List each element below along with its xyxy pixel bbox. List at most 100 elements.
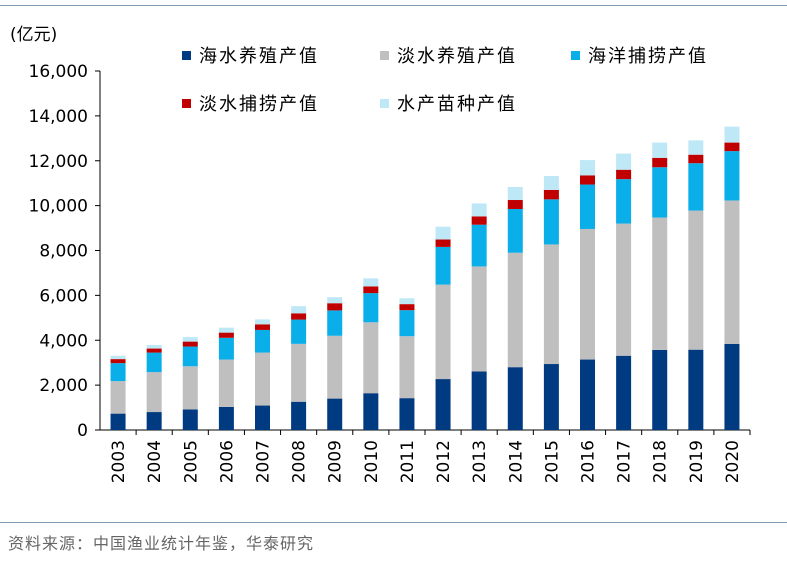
- bar-segment: [580, 160, 595, 176]
- x-tick-label: 2011: [398, 440, 418, 483]
- bar-segment: [724, 142, 740, 152]
- bar-segment: [435, 379, 451, 430]
- y-tick-label: 4,000: [39, 331, 88, 351]
- bar-segment: [363, 278, 379, 287]
- bar-segment: [363, 322, 379, 394]
- bar-segment: [327, 303, 343, 311]
- bar-segment: [182, 337, 198, 342]
- legend-item-mariculture: 海水养殖产值: [182, 42, 319, 68]
- bar-segment: [146, 412, 162, 430]
- y-tick-label: 2,000: [39, 376, 88, 396]
- bar-segment: [182, 366, 198, 410]
- legend-item-freshwater-fishing: 淡水捕捞产值: [182, 90, 319, 116]
- x-tick-label: 2019: [687, 440, 707, 483]
- x-tick-label: 2005: [181, 440, 201, 483]
- stacked-bar-chart: 0 2,000 4,000 6,000 8,000 10,000 12,000 14,000 1…: [29, 62, 751, 483]
- bar-segment: [616, 169, 632, 180]
- legend-label: 海洋捕捞产值: [588, 46, 708, 67]
- x-tick-label: 2009: [326, 440, 346, 483]
- bar-segment: [399, 336, 415, 399]
- bar-segment: [182, 409, 198, 430]
- x-tick-label: 2014: [506, 440, 526, 483]
- bottom-rule: [0, 522, 787, 523]
- bar-segment: [471, 203, 487, 217]
- bar-segment: [471, 216, 487, 225]
- bar-segment: [652, 142, 668, 158]
- bar-segment: [399, 304, 415, 311]
- bar-segment: [652, 157, 668, 168]
- bar-segment: [580, 175, 595, 185]
- bar-segment: [507, 252, 523, 368]
- bar-segment: [543, 364, 559, 430]
- x-tick-label: 2018: [651, 440, 671, 483]
- bar-segment: [255, 329, 270, 353]
- bar-segment: [435, 284, 451, 380]
- y-tick-label: 16,000: [29, 62, 88, 82]
- x-tick-label: 2013: [470, 440, 490, 483]
- bar-segment: [363, 286, 379, 294]
- top-rule: [0, 5, 787, 6]
- bar-segment: [218, 337, 234, 360]
- bar-segment: [218, 332, 234, 338]
- bar-segment: [435, 246, 451, 285]
- bar-segment: [255, 405, 270, 430]
- bar-segment: [110, 363, 126, 382]
- bar-segment: [471, 266, 487, 372]
- legend-swatch: [182, 50, 191, 60]
- bar-segment: [652, 217, 668, 350]
- bar-segment: [363, 393, 379, 430]
- legend-label: 淡水养殖产值: [397, 46, 517, 67]
- legend-label: 海水养殖产值: [199, 46, 319, 67]
- bar-segment: [218, 327, 234, 333]
- x-tick-label: 2017: [615, 440, 635, 483]
- bar-segment: [616, 153, 632, 170]
- x-tick-label: 2008: [290, 440, 310, 483]
- bar-segment: [471, 224, 487, 267]
- bar-segment: [327, 335, 343, 399]
- bar-segment: [543, 199, 559, 245]
- bar-segment: [399, 398, 415, 430]
- x-tick-label: 2015: [542, 440, 562, 483]
- bar-segment: [616, 223, 632, 356]
- bar-segment: [291, 401, 307, 430]
- bar-segment: [218, 359, 234, 407]
- x-tick-label: 2020: [723, 440, 743, 483]
- legend-item-freshwater-aquaculture: 淡水养殖产值: [380, 42, 517, 68]
- bar-segment: [652, 167, 668, 218]
- bar-segment: [255, 352, 270, 406]
- bar-segment: [580, 359, 595, 430]
- x-tick-label: 2004: [145, 440, 165, 483]
- bar-segment: [327, 398, 343, 430]
- bar-segment: [146, 344, 162, 349]
- y-tick-label: 6,000: [39, 286, 88, 306]
- bar-segment: [399, 310, 415, 337]
- bar-segment: [616, 355, 632, 430]
- bar-segment: [688, 210, 704, 350]
- bar-segment: [688, 140, 704, 155]
- x-tick-label: 2012: [434, 440, 454, 483]
- bar-segment: [543, 189, 559, 200]
- bar-segment: [327, 310, 343, 336]
- y-tick-label: 0: [77, 421, 88, 441]
- bar-segment: [255, 319, 270, 325]
- bar-segment: [110, 359, 126, 364]
- legend-swatch: [380, 50, 389, 60]
- bar-segment: [724, 151, 740, 201]
- bar-segment: [688, 154, 704, 164]
- bar-segment: [110, 413, 126, 430]
- bar-segment: [110, 381, 126, 414]
- x-tick-label: 2010: [362, 440, 382, 483]
- bar-segment: [688, 349, 704, 430]
- bar-segment: [616, 179, 632, 224]
- bar-segment: [291, 313, 307, 320]
- bar-segment: [291, 319, 307, 344]
- legend-swatch: [380, 98, 389, 108]
- legend-item-seedling: 水产苗种产值: [380, 90, 517, 116]
- legend-swatch: [571, 50, 580, 60]
- bar-segment: [724, 343, 740, 430]
- bar-segment: [724, 126, 740, 143]
- y-axis-unit-label: (亿元): [10, 25, 58, 45]
- bar-segment: [507, 187, 523, 201]
- legend-label: 水产苗种产值: [397, 94, 517, 115]
